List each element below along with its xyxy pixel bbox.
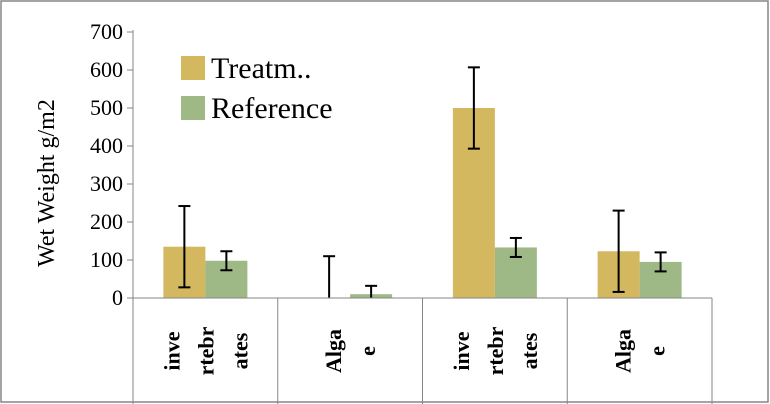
x-tick-label: ates — [227, 332, 252, 369]
legend-label: Reference — [211, 92, 333, 125]
x-tick-label: inve — [159, 331, 184, 370]
y-axis: 0 100 200 300 400 500 600 700 — [90, 19, 134, 310]
x-axis: inve rtebr ates Alga e inve rtebr ates Alga e — [132, 297, 713, 404]
error-bars — [178, 66, 667, 298]
x-tick-label: e — [355, 346, 380, 356]
y-tick-label: 300 — [90, 171, 123, 196]
y-tick-label: 700 — [90, 19, 123, 44]
x-tick-label: rtebr — [483, 326, 508, 375]
legend: Treatm.. Reference — [181, 52, 333, 125]
x-tick-label: inve — [449, 331, 474, 370]
y-tick-label: 600 — [90, 57, 123, 82]
legend-label: Treatm.. — [211, 52, 312, 85]
x-tick-label: rtebr — [193, 326, 218, 375]
y-tick-label: 200 — [90, 209, 123, 234]
x-tick-label: e — [645, 346, 670, 356]
y-tick-label: 500 — [90, 95, 123, 120]
legend-swatch — [181, 96, 205, 120]
x-tick-label: Alga — [611, 329, 636, 373]
legend-swatch — [181, 56, 205, 80]
y-tick-label: 400 — [90, 133, 123, 158]
y-tick-label: 0 — [112, 285, 123, 310]
x-tick-label: Alga — [321, 329, 346, 373]
y-axis-label: Wet Weight g/m2 — [34, 99, 60, 267]
y-tick-label: 100 — [90, 247, 123, 272]
x-tick-label: ates — [517, 332, 542, 369]
